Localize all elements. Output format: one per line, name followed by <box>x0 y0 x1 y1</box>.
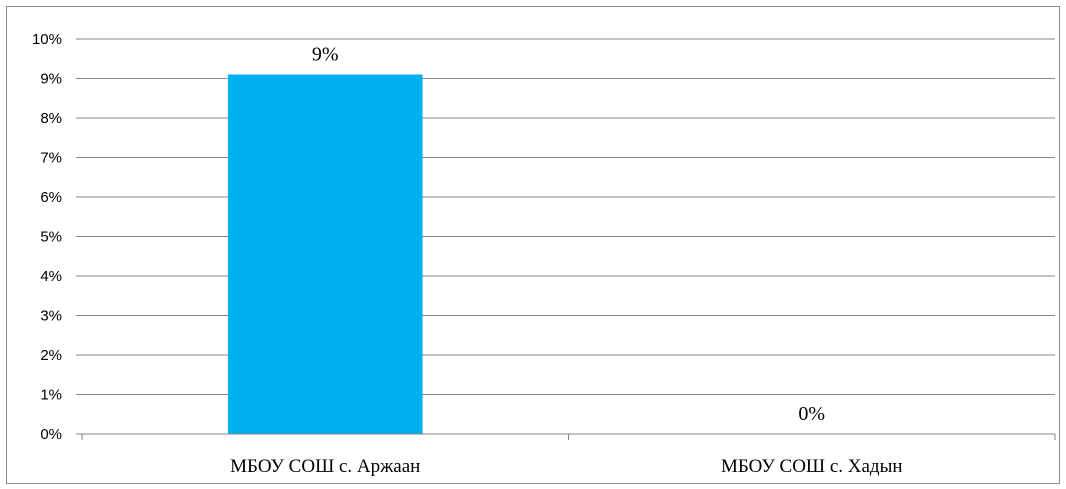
chart-frame <box>6 6 1060 484</box>
bar-data-label: 0% <box>798 403 825 425</box>
bar <box>227 74 423 435</box>
y-tick-label: 0% <box>40 426 62 443</box>
y-tick-label: 4% <box>40 268 62 285</box>
x-axis <box>81 433 1056 440</box>
y-tick-label: 8% <box>40 110 62 127</box>
gridlines <box>76 38 1055 435</box>
y-tick-label: 10% <box>32 31 62 48</box>
y-tick-label: 6% <box>40 189 62 206</box>
x-axis-category-labels: МБОУ СОШ с. Аржаан МБОУ СОШ с. Хадын <box>230 456 902 477</box>
data-labels: 9% 0% <box>312 44 825 425</box>
x-category-label: МБОУ СОШ с. Аржаан <box>230 456 420 477</box>
y-tick-label: 2% <box>40 347 62 364</box>
y-axis-tick-labels: 0% 1% 2% 3% 4% 5% 6% 7% 8% 9% 10% <box>32 31 62 443</box>
y-tick-label: 1% <box>40 387 62 404</box>
bars <box>227 74 423 435</box>
x-category-label: МБОУ СОШ с. Хадын <box>721 456 903 477</box>
y-tick-label: 9% <box>40 71 62 88</box>
y-tick-label: 5% <box>40 229 62 246</box>
y-tick-label: 3% <box>40 308 62 325</box>
y-tick-label: 7% <box>40 150 62 167</box>
bar-data-label: 9% <box>312 44 339 66</box>
